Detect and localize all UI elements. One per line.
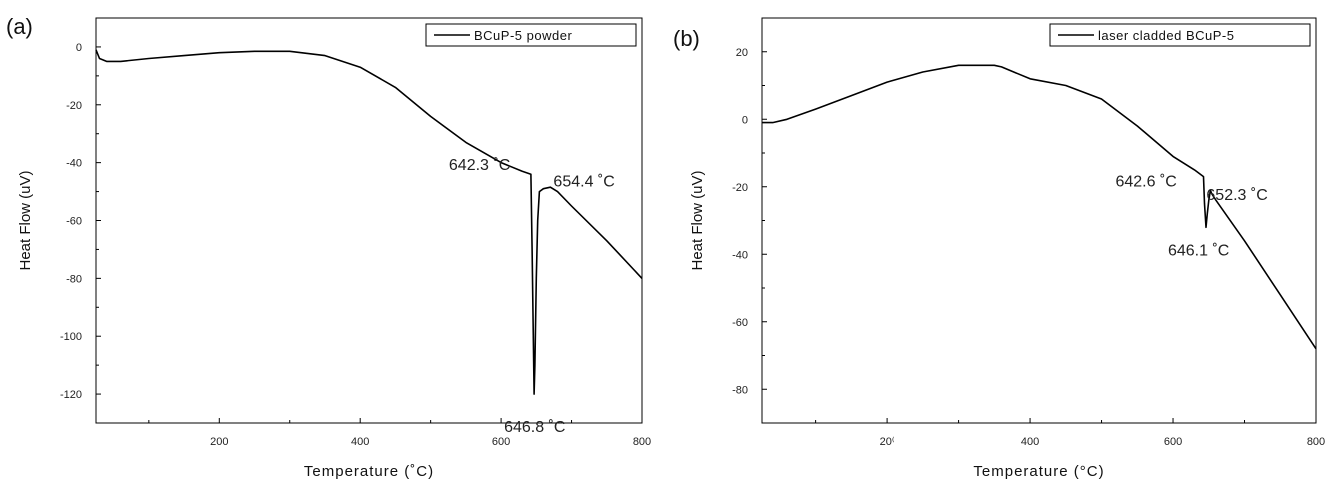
chart-a-peak-annotation: 654.4 ˚C [553, 174, 614, 191]
chart-a-y-tick-label: -80 [66, 273, 82, 285]
chart-b-x-tick-label: 400 [1021, 436, 1039, 448]
chart-a-plot-frame [95, 17, 643, 424]
chart-b-panel-label: (b) [673, 26, 700, 51]
chart-a-legend-box [425, 23, 637, 47]
chart-b-x-tick-label: 600 [1164, 436, 1182, 448]
chart-b-legend-label: laser cladded BCuP-5 [1098, 28, 1234, 43]
chart-b-peak-annotation: 642.6 ˚C [1115, 174, 1176, 191]
chart-b-legend-box [1049, 23, 1311, 47]
chart-b-y-tick-label: -80 [732, 384, 748, 396]
chart-a-x-tick-label: 400 [351, 436, 369, 448]
chart-b-series-line [762, 64, 1317, 350]
chart-a-panel-label: (a) [6, 14, 33, 39]
chart-a-y-tick-label: -120 [60, 389, 82, 401]
chart-a-x-tick-label: 200 [210, 436, 228, 448]
chart-a-series-line [95, 49, 643, 395]
chart-b-plot-frame [761, 17, 1317, 424]
chart-a-peak-annotation: 642.3 ˚C [449, 157, 510, 174]
chart-b-y-tick-label: -60 [732, 317, 748, 329]
chart-a-x-tick-label: 600 [492, 436, 510, 448]
chart-a-y-tick-label: -60 [66, 216, 82, 228]
chart-b-x-axis-label: Temperature (°C) [973, 463, 1104, 480]
chart-a-y-tick-label: -100 [60, 331, 82, 343]
chart-b-x-tick-label: 800 [1307, 436, 1325, 448]
chart-a-y-tick-label: 0 [76, 42, 82, 54]
chart-b-peak-annotation: 652.3 ˚C [1206, 187, 1267, 204]
chart-a-y-axis-label: Heat Flow (uV) [17, 170, 34, 270]
chart-b-y-tick-label: 20 [736, 47, 748, 59]
chart-b-peak-annotation: 646.1 ˚C [1168, 242, 1229, 259]
chart-b-y-tick-label: -40 [732, 249, 748, 261]
chart-a-peak-annotation: 646.8 ˚C [504, 419, 565, 436]
chart-b-y-tick-label: -20 [732, 182, 748, 194]
chart-a-y-tick-label: -40 [66, 158, 82, 170]
chart-a-x-tick-label: 800 [633, 436, 651, 448]
chart-a-y-tick-label: -20 [66, 100, 82, 112]
chart-a-x-axis-label: Temperature (˚C) [304, 463, 434, 480]
chart-b-y-tick-label: 0 [742, 114, 748, 126]
chart-b-x-tick-label: 20⁽ [880, 436, 895, 448]
chart-a-legend-label: BCuP-5 powder [474, 28, 572, 43]
chart-b-y-axis-label: Heat Flow (uV) [689, 170, 706, 270]
